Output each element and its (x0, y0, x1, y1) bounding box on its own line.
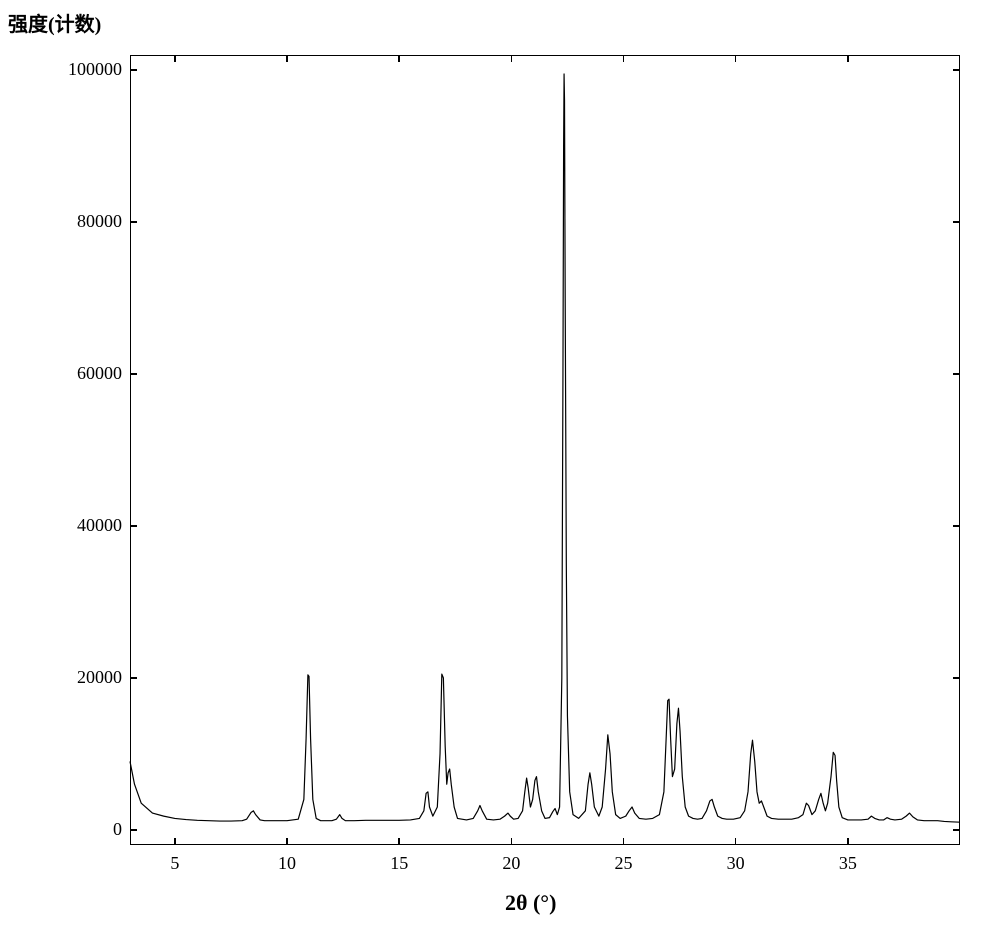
xrd-line (0, 0, 1000, 930)
chart-container: 强度(计数) 2θ (°) 02000040000600008000010000… (0, 0, 1000, 930)
